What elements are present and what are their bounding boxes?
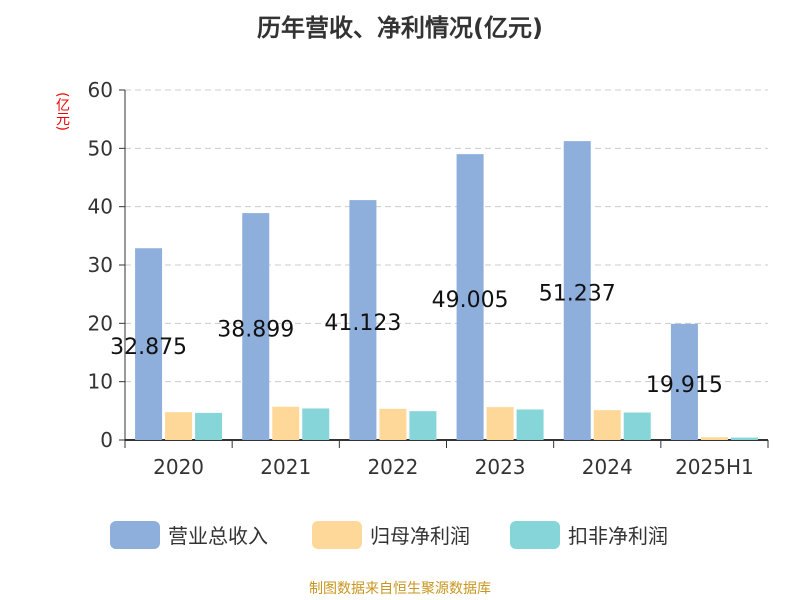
legend-label: 扣非净利润: [568, 524, 668, 548]
legend-swatch: [110, 521, 160, 549]
legend-swatch: [510, 521, 560, 549]
legend-label: 归母净利润: [370, 524, 470, 548]
chart-title: 历年营收、净利情况(亿元): [257, 14, 543, 42]
bar-1: [272, 406, 300, 440]
y-tick-label: 0: [100, 428, 113, 452]
y-tick-label: 60: [88, 78, 113, 102]
bar-0: [563, 141, 591, 440]
data-label: 49.005: [432, 288, 509, 313]
bar-2: [730, 437, 758, 440]
bar-1: [165, 412, 193, 440]
y-tick-label: 30: [88, 253, 113, 277]
y-axis-label: (亿元): [54, 92, 70, 131]
x-tick-label: 2021: [260, 455, 311, 479]
data-label: 32.875: [110, 335, 187, 360]
bar-2: [516, 409, 544, 440]
bar-0: [670, 323, 698, 440]
bar-2: [302, 408, 330, 440]
x-tick-label: 2022: [367, 455, 418, 479]
bar-0: [456, 154, 484, 440]
legend-swatch: [312, 521, 362, 549]
bar-0: [135, 248, 163, 440]
bar-2: [195, 412, 223, 440]
bar-1: [593, 410, 621, 440]
data-label: 19.915: [646, 373, 723, 398]
bar-0: [242, 213, 270, 440]
data-label: 38.899: [217, 318, 294, 343]
bar-0: [349, 200, 377, 440]
legend-label: 营业总收入: [168, 524, 268, 548]
source-note: 制图数据来自恒生聚源数据库: [309, 581, 491, 597]
data-label: 51.237: [539, 282, 616, 307]
y-tick-label: 20: [88, 311, 113, 335]
bar-2: [409, 411, 437, 440]
x-tick-label: 2020: [153, 455, 204, 479]
bar-2: [623, 412, 651, 440]
y-tick-label: 50: [88, 136, 113, 160]
x-tick-label: 2025H1: [675, 455, 754, 479]
x-tick-label: 2023: [475, 455, 526, 479]
y-tick-label: 10: [88, 370, 113, 394]
data-label: 41.123: [324, 311, 401, 336]
y-tick-label: 40: [88, 195, 113, 219]
bar-1: [486, 407, 514, 440]
bar-1: [700, 437, 728, 440]
x-tick-label: 2024: [582, 455, 633, 479]
bar-1: [379, 408, 407, 440]
